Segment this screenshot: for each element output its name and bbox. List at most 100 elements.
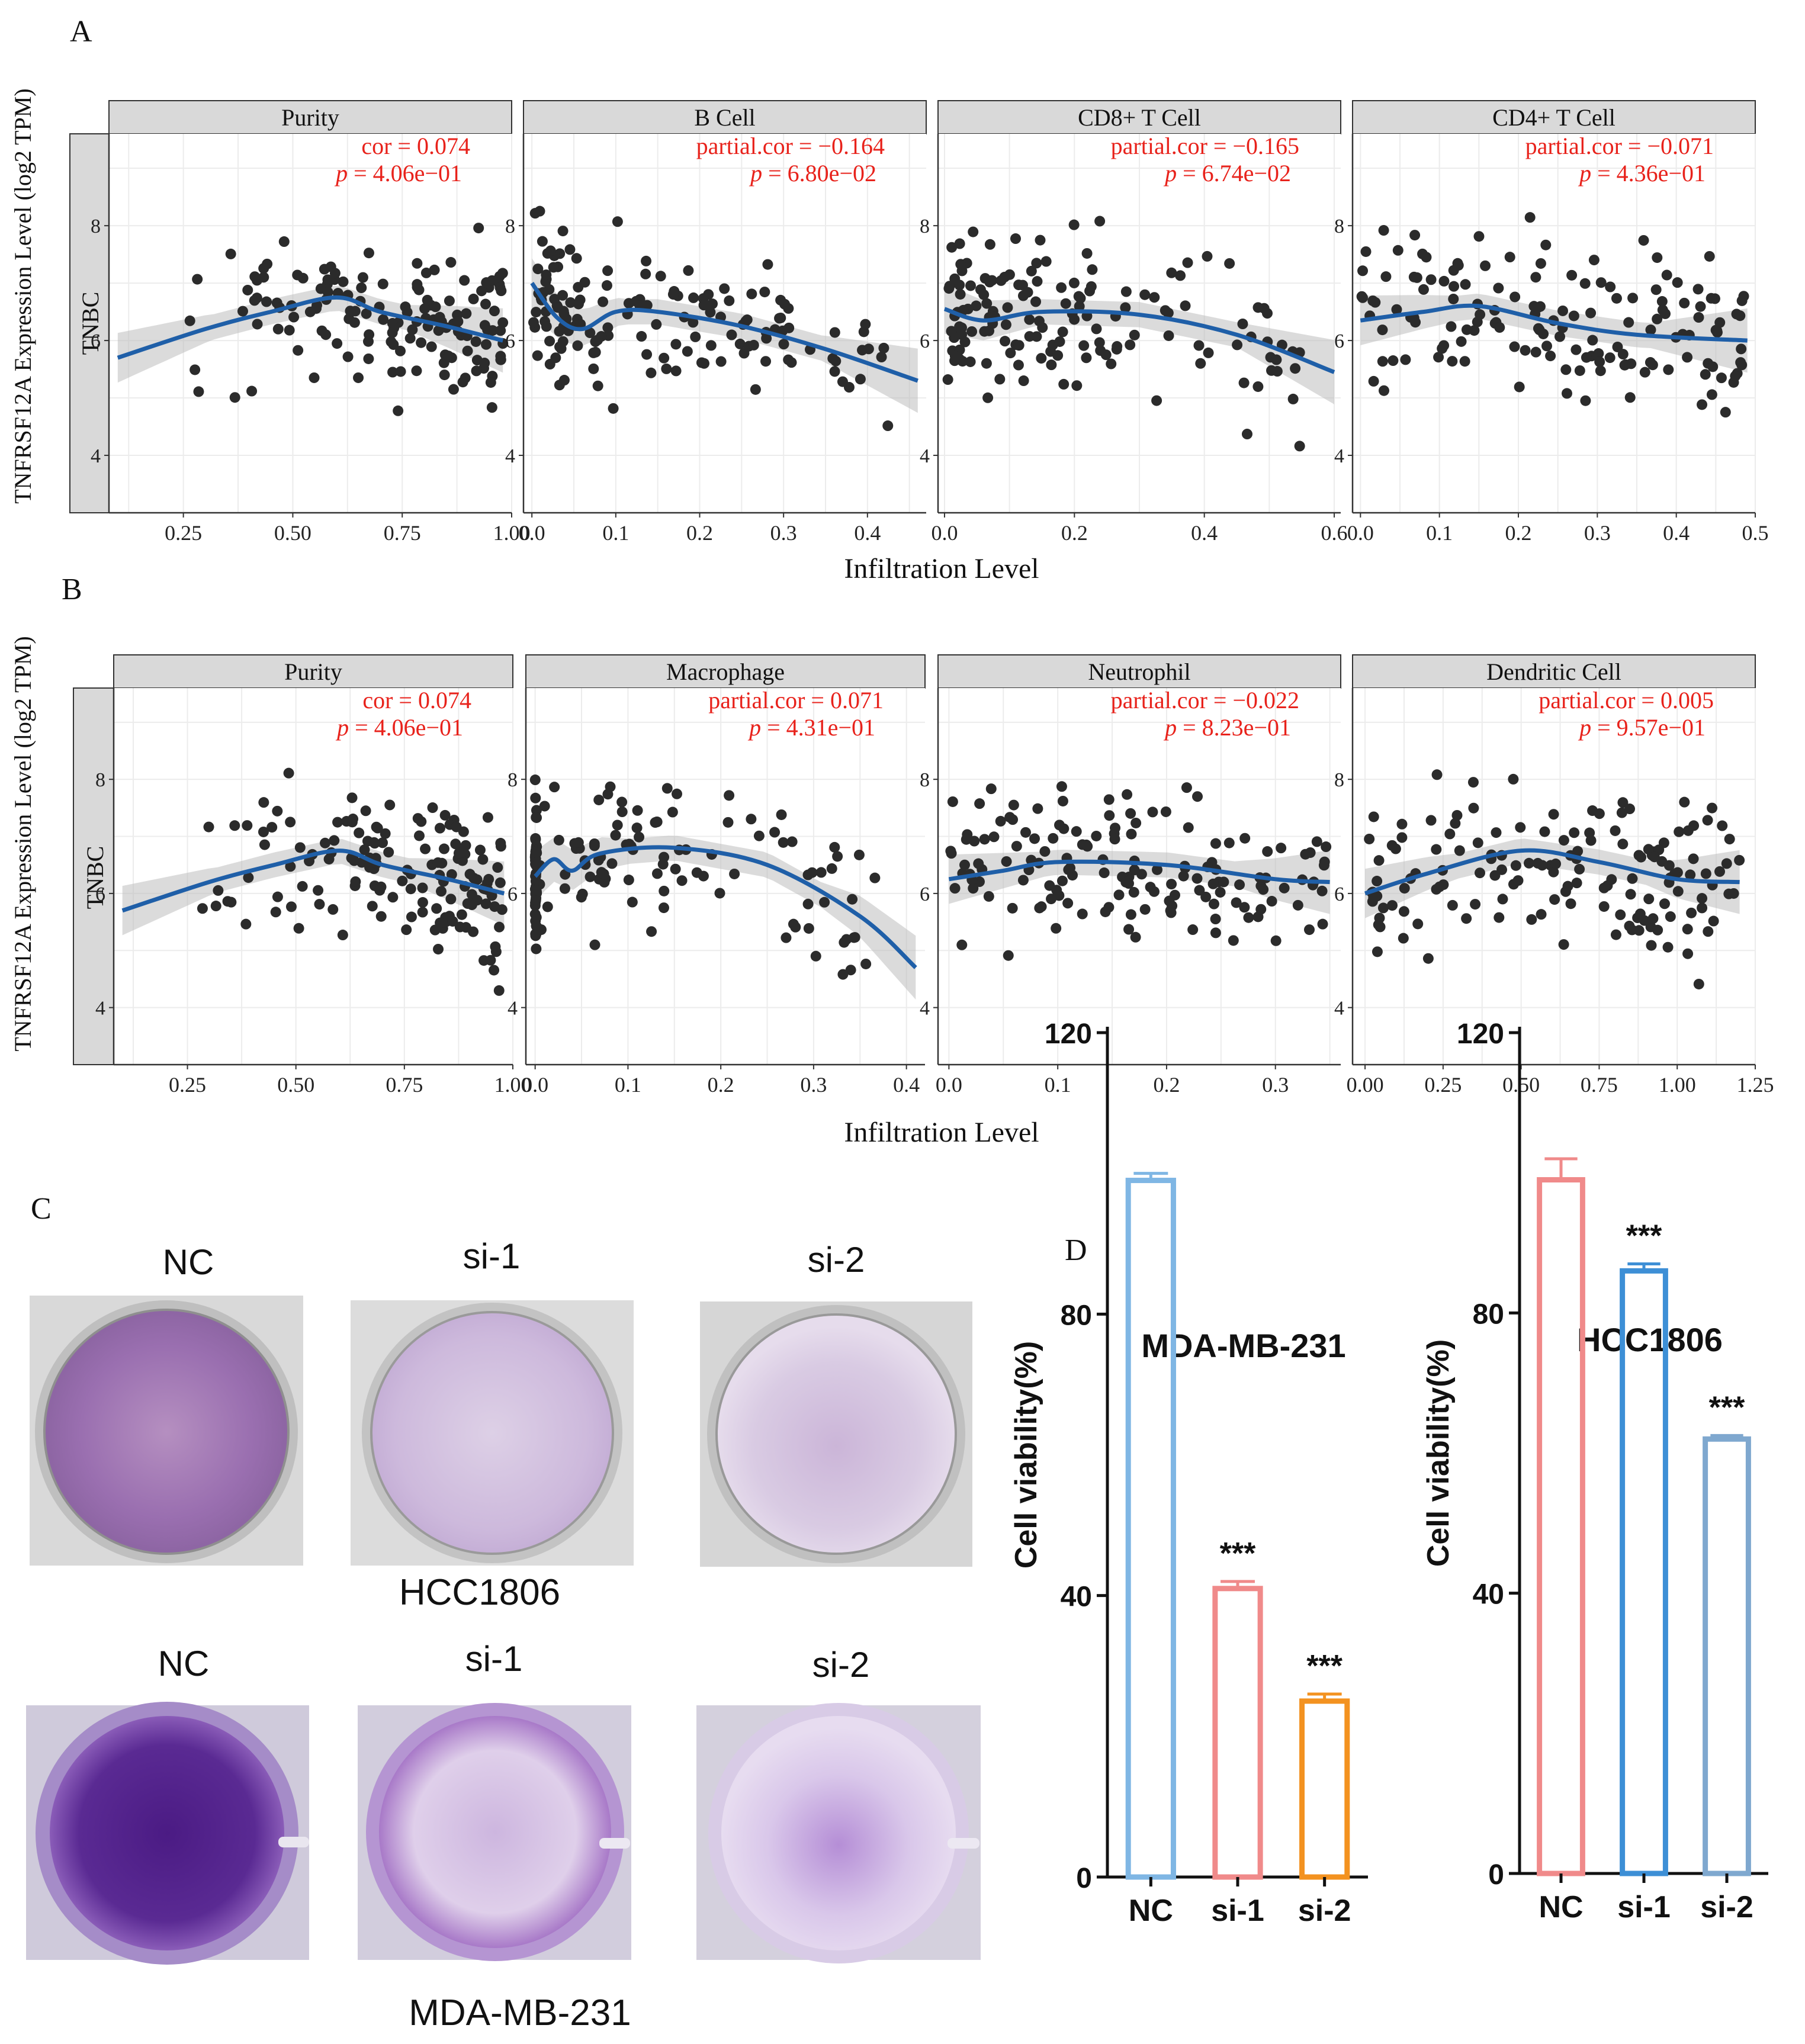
data-point bbox=[1561, 388, 1572, 399]
x-tick-label: 0.0 bbox=[519, 521, 545, 545]
data-point bbox=[1065, 862, 1076, 873]
data-point bbox=[531, 912, 542, 923]
data-point bbox=[807, 867, 818, 878]
colony-top-label-si2: si-2 bbox=[808, 1240, 865, 1280]
data-point bbox=[362, 336, 374, 347]
data-point bbox=[636, 331, 647, 342]
fit-line bbox=[534, 845, 917, 969]
data-point bbox=[1545, 351, 1556, 362]
data-point bbox=[1615, 909, 1626, 920]
stat-cor: cor = 0.074 bbox=[361, 133, 470, 159]
data-point bbox=[433, 943, 444, 954]
data-point bbox=[439, 369, 450, 381]
data-point bbox=[557, 226, 569, 237]
data-point bbox=[1645, 324, 1656, 336]
data-point bbox=[528, 317, 539, 328]
confidence-band bbox=[1360, 294, 1748, 373]
data-point bbox=[982, 392, 994, 403]
data-point bbox=[1467, 777, 1479, 788]
data-point bbox=[1540, 239, 1552, 250]
data-point bbox=[965, 356, 976, 367]
data-point bbox=[554, 326, 565, 337]
data-point bbox=[979, 326, 990, 337]
x-tick-label: 0.1 bbox=[615, 1073, 641, 1097]
data-point bbox=[480, 898, 492, 909]
data-point bbox=[412, 258, 423, 269]
data-point bbox=[1077, 908, 1088, 920]
data-point bbox=[419, 303, 431, 314]
data-point bbox=[530, 792, 541, 804]
data-point bbox=[1515, 822, 1526, 833]
data-point bbox=[589, 939, 600, 950]
data-point bbox=[480, 339, 492, 350]
data-point bbox=[1595, 365, 1606, 377]
data-point bbox=[1396, 818, 1408, 830]
data-point bbox=[1215, 886, 1226, 898]
data-point bbox=[480, 298, 491, 310]
data-point bbox=[869, 872, 881, 883]
stat-cor: partial.cor = −0.071 bbox=[1525, 133, 1714, 159]
data-point bbox=[1110, 822, 1121, 834]
data-point bbox=[1223, 837, 1235, 849]
data-point bbox=[1368, 811, 1379, 822]
y-tick-label: 4 bbox=[1334, 445, 1344, 467]
data-point bbox=[748, 339, 759, 351]
data-point bbox=[588, 347, 599, 358]
data-point bbox=[1610, 825, 1621, 836]
data-point bbox=[1005, 348, 1016, 359]
data-point bbox=[386, 336, 397, 348]
data-point bbox=[592, 380, 603, 391]
data-point bbox=[961, 834, 972, 845]
data-point bbox=[1535, 258, 1546, 269]
data-point bbox=[1374, 912, 1385, 924]
y-tick-label: 6 bbox=[920, 883, 930, 905]
data-point bbox=[1693, 312, 1704, 323]
data-point bbox=[1639, 915, 1650, 926]
data-point bbox=[1627, 293, 1639, 304]
data-point bbox=[532, 263, 544, 275]
data-point bbox=[956, 939, 968, 950]
x-tick-label: 0.0 bbox=[522, 1073, 548, 1097]
data-point bbox=[327, 904, 339, 915]
data-point bbox=[1169, 889, 1180, 901]
x-tick-label: 0.50 bbox=[277, 1073, 314, 1097]
data-point bbox=[346, 817, 358, 828]
data-point bbox=[258, 272, 269, 283]
colony-top-label-nc: NC bbox=[163, 1242, 214, 1282]
x-tick-label: 0.4 bbox=[854, 521, 881, 545]
data-point bbox=[670, 365, 682, 377]
data-point bbox=[1040, 256, 1052, 267]
data-point bbox=[1509, 291, 1521, 303]
data-point bbox=[1210, 927, 1221, 939]
x-tick-label: 0.4 bbox=[1663, 521, 1690, 545]
data-point bbox=[1708, 915, 1719, 927]
confidence-band bbox=[945, 284, 1334, 404]
data-point bbox=[1125, 339, 1136, 351]
x-tick-label: 0.3 bbox=[800, 1073, 827, 1097]
data-point bbox=[573, 298, 584, 310]
data-point bbox=[494, 877, 506, 888]
data-point bbox=[436, 886, 447, 897]
data-point bbox=[690, 331, 701, 342]
data-point bbox=[761, 333, 772, 344]
data-point bbox=[444, 295, 455, 307]
data-point bbox=[1095, 345, 1106, 356]
data-point bbox=[474, 844, 486, 856]
data-point bbox=[860, 319, 871, 330]
timer-b-row-strip bbox=[73, 687, 114, 1065]
data-point bbox=[584, 871, 596, 882]
data-point bbox=[715, 356, 727, 367]
data-point bbox=[1532, 857, 1543, 869]
y-tick-label: 8 bbox=[505, 216, 515, 237]
data-point bbox=[1106, 358, 1117, 369]
data-point bbox=[384, 799, 396, 811]
data-point bbox=[493, 985, 505, 996]
facet-strip bbox=[937, 100, 1341, 134]
data-point bbox=[1104, 810, 1115, 821]
data-point bbox=[778, 837, 789, 848]
data-point bbox=[377, 278, 388, 290]
data-point bbox=[1412, 918, 1424, 930]
